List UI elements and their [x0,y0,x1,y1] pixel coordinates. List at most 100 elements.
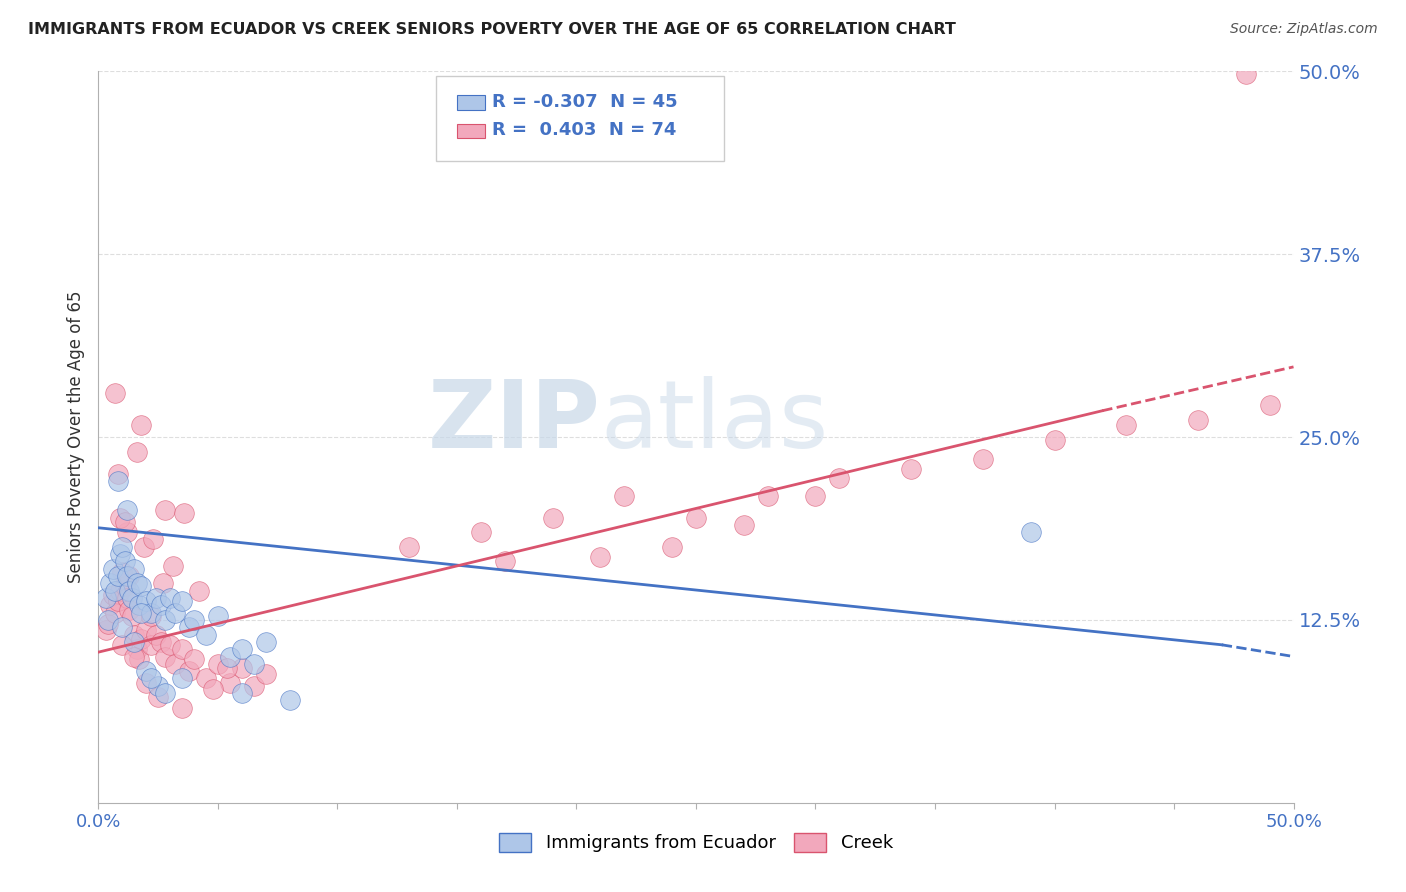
Point [278,693,301,707]
Point [155,503,177,517]
Point [828,471,851,485]
Point [149,599,172,613]
Point [219,676,242,690]
Point [104,606,127,620]
Point [183,613,205,627]
Point [145,591,167,605]
Point [118,603,141,617]
Legend: Immigrants from Ecuador, Creek: Immigrants from Ecuador, Creek [492,826,900,860]
Point [101,562,124,576]
Point [1043,433,1066,447]
Point [107,569,129,583]
Text: R =  0.403  N = 74: R = 0.403 N = 74 [492,121,676,139]
Point [470,525,492,540]
Point [128,652,150,666]
Point [139,608,162,623]
Point [173,506,195,520]
Point [217,661,239,675]
Point [121,591,143,605]
Point [231,686,253,700]
Point [900,462,922,476]
Point [124,562,146,576]
Point [243,679,266,693]
Point [104,386,127,401]
Point [155,613,177,627]
Point [115,591,138,605]
Text: IMMIGRANTS FROM ECUADOR VS CREEK SENIORS POVERTY OVER THE AGE OF 65 CORRELATION : IMMIGRANTS FROM ECUADOR VS CREEK SENIORS… [28,22,956,37]
Point [183,652,205,666]
Point [125,642,148,657]
Point [108,510,131,524]
Point [98,576,122,591]
Point [219,649,242,664]
Point [756,489,779,503]
Point [195,627,218,641]
Point [132,540,155,554]
Point [804,489,827,503]
Point [149,635,172,649]
Point [231,642,253,657]
Point [131,579,153,593]
Point [152,576,174,591]
Point [163,657,186,671]
Point [131,418,153,433]
Point [148,690,170,705]
Point [124,627,146,641]
Point [118,583,141,598]
Point [124,649,146,664]
Point [398,540,420,554]
Point [207,657,229,671]
Point [118,569,141,583]
Point [115,525,138,540]
Point [661,540,683,554]
Point [187,583,209,598]
Point [125,576,148,591]
Point [111,638,134,652]
Point [101,588,124,602]
Point [98,599,122,613]
Point [541,510,564,524]
Point [494,554,516,568]
Point [114,579,136,593]
Point [131,606,153,620]
Point [108,547,131,561]
Point [115,569,138,583]
Point [1019,525,1042,540]
Point [139,672,162,686]
Point [172,700,194,714]
Point [195,672,218,686]
Point [207,608,229,623]
Point [172,642,194,657]
Point [155,649,177,664]
Point [613,489,636,503]
Point [254,635,277,649]
Point [589,549,612,564]
Point [142,533,165,547]
Point [155,686,177,700]
Point [97,617,120,632]
Point [124,635,146,649]
Point [114,554,136,568]
Point [1187,412,1209,426]
Point [111,565,134,579]
Point [135,664,157,678]
Point [128,599,150,613]
Point [231,661,253,675]
Point [159,591,181,605]
Point [202,681,225,696]
Point [145,627,167,641]
Point [254,667,277,681]
Point [107,474,129,488]
Point [733,517,755,532]
Point [94,623,117,637]
Point [135,676,157,690]
Point [139,638,162,652]
Y-axis label: Seniors Poverty Over the Age of 65: Seniors Poverty Over the Age of 65 [66,291,84,583]
Point [1258,398,1281,412]
Text: ZIP: ZIP [427,376,600,468]
Point [131,632,153,646]
Point [135,623,157,637]
Point [179,664,201,678]
Point [108,583,131,598]
Point [172,594,194,608]
